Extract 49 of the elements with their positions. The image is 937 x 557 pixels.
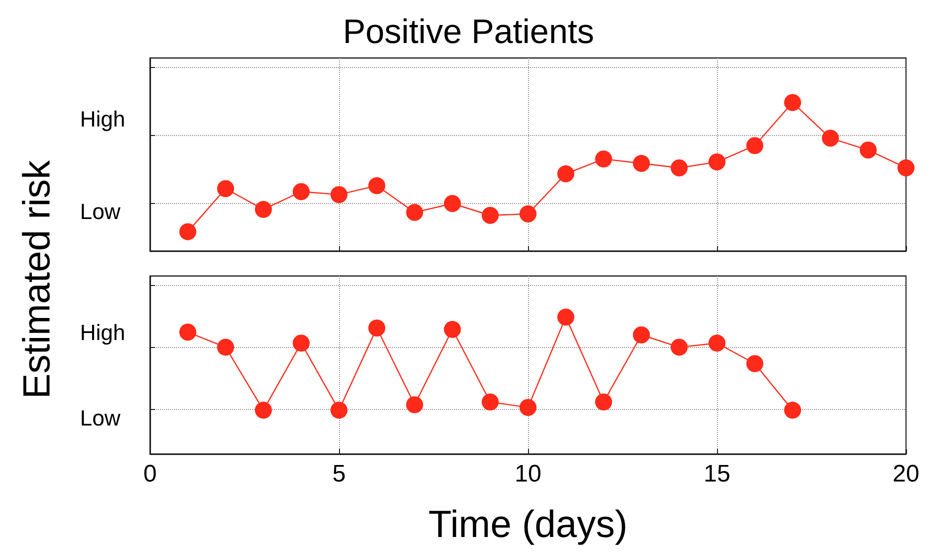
- point: [557, 165, 574, 182]
- point: [406, 204, 424, 221]
- point: [860, 142, 877, 159]
- point: [632, 154, 650, 172]
- point: [368, 177, 386, 194]
- point: [217, 338, 234, 356]
- point: [406, 396, 424, 414]
- y-axis-title: Estimated risk: [16, 159, 60, 401]
- point: [330, 186, 348, 204]
- point: [822, 130, 839, 147]
- point: [179, 324, 196, 341]
- point: [482, 206, 499, 224]
- point: [595, 150, 612, 168]
- text: High: [80, 320, 126, 345]
- point: [217, 180, 234, 198]
- x-axis-title: Time (days): [428, 504, 628, 546]
- point: [708, 153, 726, 170]
- point: [746, 355, 764, 372]
- text: Low: [80, 198, 120, 224]
- point: [292, 183, 310, 200]
- point: [520, 205, 536, 222]
- text: High: [80, 106, 126, 132]
- point: [670, 159, 688, 176]
- point: [708, 334, 726, 352]
- point: [482, 393, 499, 410]
- chart-title: Positive Patients: [342, 13, 594, 51]
- x-tick-label: 10: [514, 460, 542, 488]
- point: [330, 402, 348, 419]
- point: [632, 326, 650, 344]
- point: [444, 194, 461, 212]
- point: [784, 94, 802, 112]
- point: [254, 402, 272, 419]
- point: [179, 223, 196, 240]
- point: [520, 398, 536, 416]
- point: [784, 402, 802, 419]
- x-tick-label: 0: [143, 460, 157, 488]
- point: [670, 338, 688, 356]
- x-tick-label: 5: [332, 460, 346, 488]
- text: Low: [80, 406, 120, 431]
- point: [444, 320, 461, 338]
- point: [898, 159, 914, 176]
- point: [557, 308, 574, 326]
- point: [746, 137, 764, 154]
- x-tick-label: 15: [704, 460, 730, 488]
- x-tick-label: 20: [892, 460, 920, 488]
- point: [368, 320, 386, 337]
- point: [254, 200, 272, 218]
- point: [292, 334, 310, 352]
- point: [595, 393, 612, 410]
